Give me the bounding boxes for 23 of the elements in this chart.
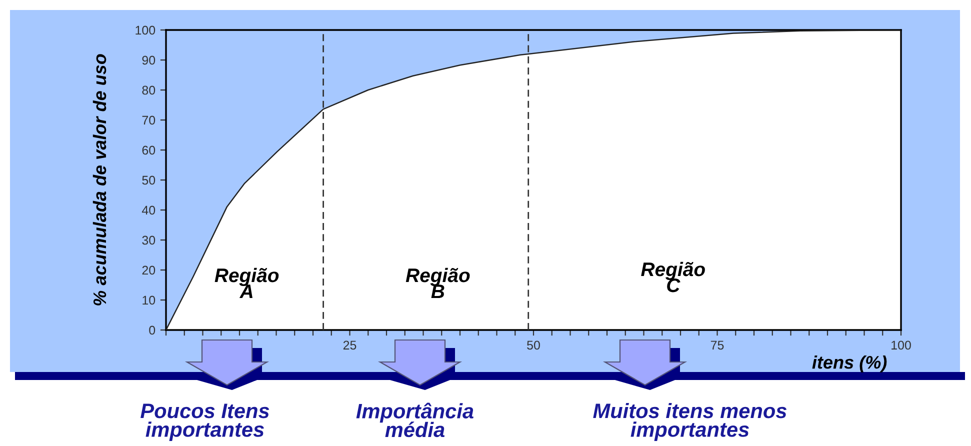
annotation: Região A	[214, 268, 279, 298]
y-tick-label: 10	[142, 296, 156, 305]
y-tick-label: 90	[142, 56, 156, 65]
text: Poucos Itens importantes	[140, 404, 270, 442]
y-axis-title: % acumulada de valor de uso	[92, 54, 106, 306]
annotation: Região B	[406, 268, 470, 298]
y-tick-label: 40	[142, 206, 156, 215]
annotation: Região C	[641, 262, 705, 292]
text: Muitos itens menos importantes	[593, 402, 787, 442]
y-tick-label: 30	[142, 236, 156, 245]
y-tick-label: 20	[142, 266, 156, 275]
text: Importância média	[356, 402, 474, 438]
x-tick-label: 75	[710, 340, 724, 350]
x-tick-label: 25	[343, 340, 356, 350]
y-tick-label: 0	[149, 326, 156, 335]
y-tick-label: 100	[136, 26, 156, 35]
y-tick-label: 60	[142, 146, 156, 155]
y-tick-label: 80	[142, 86, 156, 95]
x-axis-title: itens (%)	[812, 356, 887, 372]
x-tick-label: 100	[892, 340, 911, 350]
y-tick-label: 70	[142, 116, 156, 125]
x-tick-label: 50	[527, 340, 540, 350]
y-tick-label: 50	[142, 176, 156, 185]
